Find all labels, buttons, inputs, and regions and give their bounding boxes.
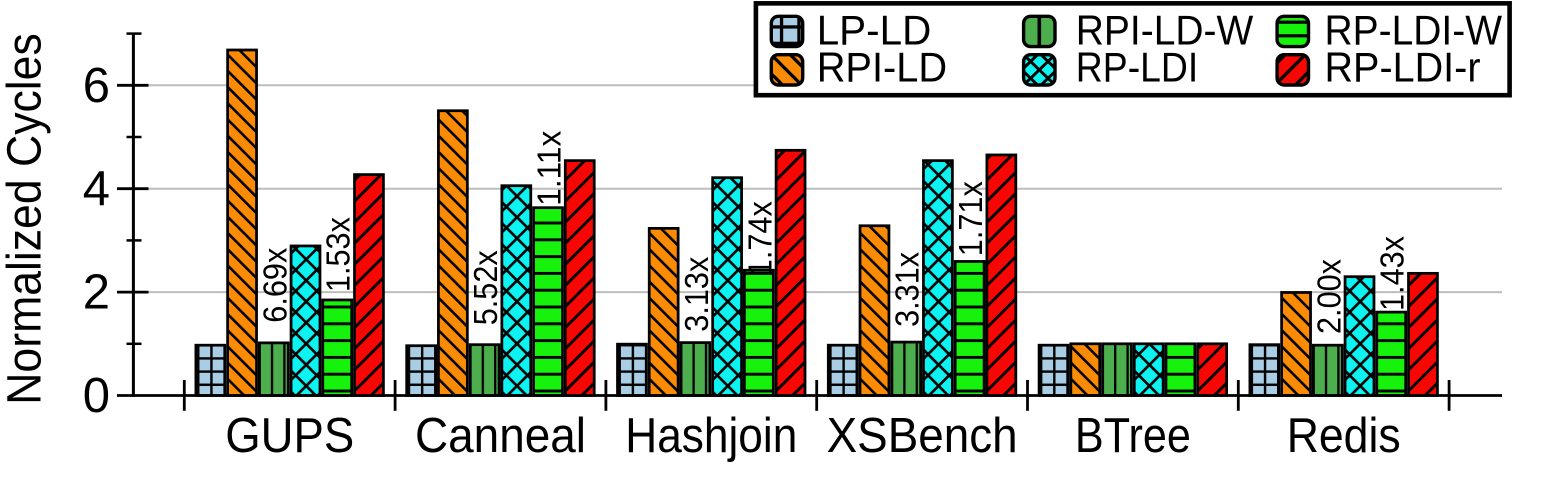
svg-text:LP-LD: LP-LD [817,7,932,54]
svg-text:Normalized Cycles: Normalized Cycles [0,33,52,405]
svg-text:1.43x: 1.43x [1374,236,1411,311]
svg-text:0: 0 [83,369,110,423]
svg-text:RP-LDI-W: RP-LDI-W [1325,7,1503,54]
svg-text:Canneal: Canneal [415,408,586,463]
svg-text:BTree: BTree [1075,408,1191,463]
svg-text:RPI-LD: RPI-LD [817,43,948,90]
svg-text:2: 2 [83,266,110,320]
svg-text:GUPS: GUPS [225,408,354,463]
svg-text:6: 6 [83,59,110,113]
svg-text:1.71x: 1.71x [952,181,989,256]
svg-text:RP-LDI: RP-LDI [1076,43,1199,90]
svg-text:Redis: Redis [1287,408,1401,463]
svg-text:Hashjoin: Hashjoin [625,408,797,463]
svg-text:RP-LDI-r: RP-LDI-r [1325,43,1481,90]
svg-text:XSBench: XSBench [827,408,1018,463]
svg-text:3.31x: 3.31x [889,251,926,326]
svg-text:RPI-LD-W: RPI-LD-W [1076,7,1254,54]
svg-text:1.11x: 1.11x [531,130,568,205]
svg-text:2.00x: 2.00x [1310,259,1347,334]
svg-text:5.52x: 5.52x [467,250,504,325]
svg-text:1.74x: 1.74x [741,201,778,276]
svg-text:1.53x: 1.53x [320,217,357,292]
svg-text:6.69x: 6.69x [256,247,293,322]
svg-text:4: 4 [83,162,110,216]
svg-text:3.13x: 3.13x [678,256,715,331]
